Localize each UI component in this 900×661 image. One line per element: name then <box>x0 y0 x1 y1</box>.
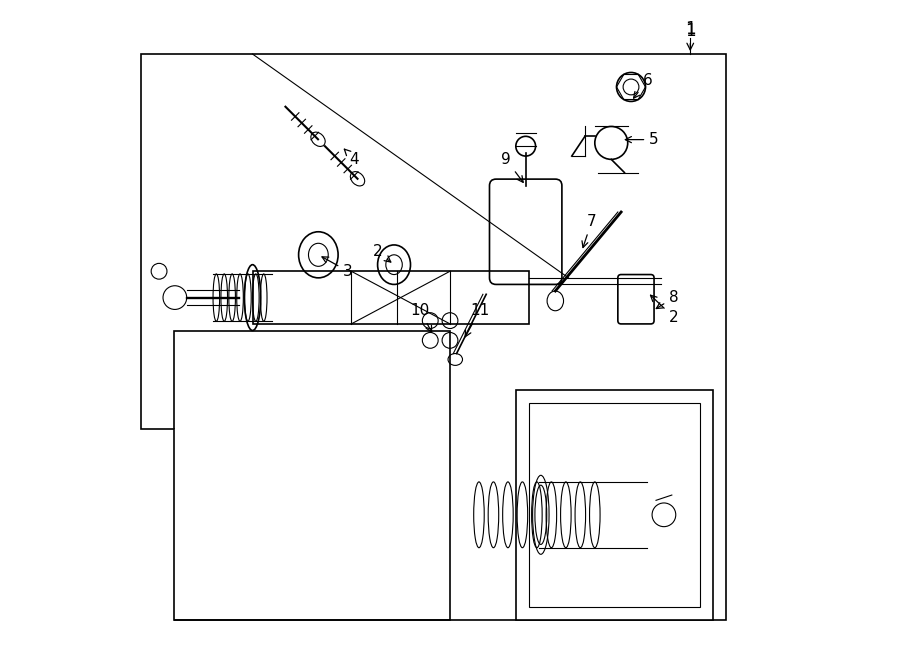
Text: 6: 6 <box>634 73 652 98</box>
Text: 5: 5 <box>626 132 659 147</box>
Text: 11: 11 <box>465 303 490 336</box>
Text: 9: 9 <box>501 152 523 182</box>
Text: 1: 1 <box>685 22 696 40</box>
Bar <box>516 390 714 620</box>
Text: 8: 8 <box>656 290 679 309</box>
Text: 4: 4 <box>345 149 359 167</box>
Text: 1: 1 <box>685 20 696 50</box>
Text: 2: 2 <box>651 295 679 325</box>
Bar <box>253 271 529 324</box>
Text: 2: 2 <box>373 244 391 262</box>
Text: 10: 10 <box>410 303 432 332</box>
Text: 7: 7 <box>582 214 597 248</box>
Text: 3: 3 <box>322 257 353 279</box>
Bar <box>529 403 700 607</box>
